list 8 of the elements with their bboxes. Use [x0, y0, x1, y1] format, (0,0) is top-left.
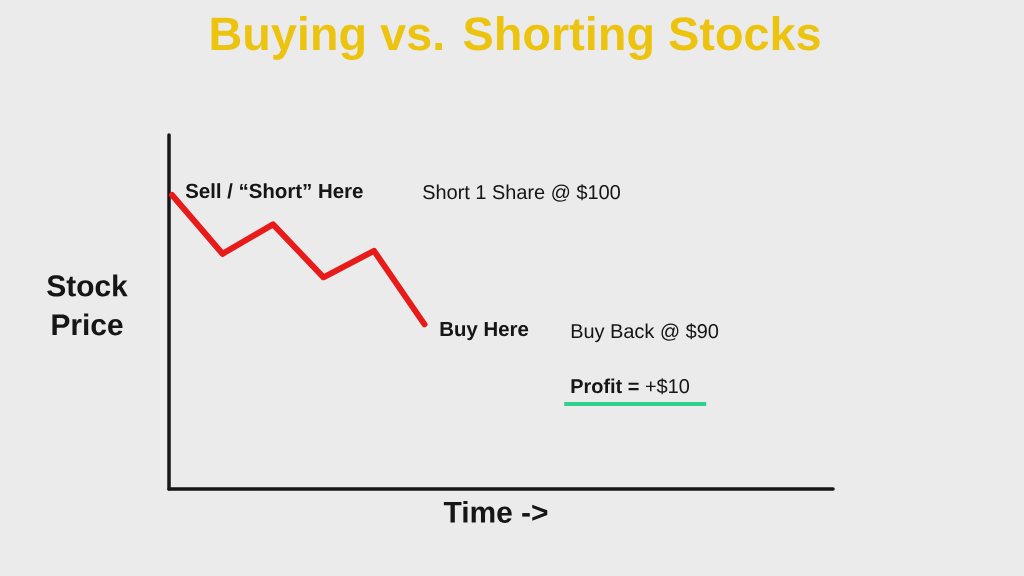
x-axis-title: Time -> [443, 500, 548, 523]
annotation: Buy Here [440, 321, 529, 341]
text: Buy Back @ $90 [571, 323, 719, 343]
chart-title: Buying vs. Shorting Stocks [211, 16, 820, 60]
y-axis-title: Stock Price [47, 274, 128, 336]
text: Profit = +$10 [571, 378, 690, 395]
annotation: Short 1 Share @ $100 [423, 184, 620, 202]
annotation: Sell / “Short” Here [185, 183, 363, 199]
